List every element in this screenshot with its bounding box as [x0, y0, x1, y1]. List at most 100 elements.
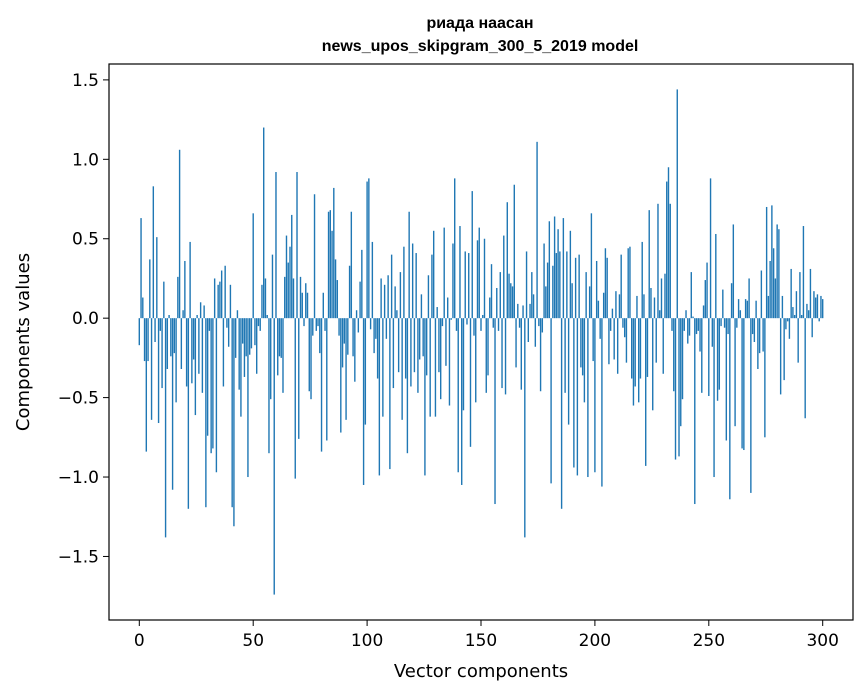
bar	[785, 318, 787, 330]
bar	[427, 275, 430, 319]
bar	[622, 318, 624, 328]
bar	[776, 224, 778, 319]
bar	[289, 246, 291, 319]
bar	[562, 218, 565, 319]
bar	[459, 226, 461, 319]
bar	[164, 318, 167, 538]
bar	[380, 278, 382, 319]
bar	[645, 318, 647, 466]
bar	[198, 318, 200, 374]
bar	[259, 318, 261, 331]
x-tick-label: 250	[693, 631, 725, 651]
bar	[518, 318, 521, 328]
bar	[206, 318, 209, 436]
bar	[471, 191, 473, 319]
bar	[224, 265, 226, 319]
bar	[264, 278, 267, 319]
bar	[496, 287, 498, 319]
bar	[546, 262, 549, 319]
bar	[454, 178, 456, 319]
bar	[666, 181, 668, 319]
bar	[822, 299, 824, 319]
bar	[331, 230, 333, 319]
bar	[452, 243, 454, 319]
bar	[727, 318, 729, 335]
bar	[322, 292, 324, 319]
bar	[501, 318, 503, 389]
bar	[704, 280, 706, 319]
bar	[818, 318, 820, 322]
x-tick-label: 200	[579, 631, 611, 651]
bar	[548, 221, 551, 319]
bar	[576, 318, 579, 476]
bar	[461, 318, 463, 485]
bar	[702, 305, 705, 319]
bar	[178, 149, 181, 319]
bar	[739, 310, 742, 319]
y-axis-label: Components values	[13, 253, 34, 431]
bar	[769, 260, 771, 319]
bar	[793, 314, 796, 319]
bar	[697, 318, 699, 331]
bar	[220, 270, 223, 319]
bar	[538, 318, 540, 327]
bar	[275, 172, 277, 319]
bar	[143, 318, 146, 362]
bar	[517, 303, 519, 319]
bar	[252, 213, 254, 319]
bar	[701, 318, 703, 393]
bar	[513, 184, 515, 319]
bar	[234, 318, 237, 358]
bar	[489, 297, 491, 319]
bar	[480, 318, 482, 331]
bar	[159, 318, 162, 331]
bar	[241, 318, 244, 344]
bar	[681, 318, 684, 400]
bar	[699, 318, 701, 352]
bar	[599, 318, 601, 339]
bar	[799, 272, 801, 319]
bar	[196, 314, 198, 319]
bar	[422, 318, 424, 357]
bar	[450, 318, 452, 320]
bar	[762, 318, 764, 352]
bar	[355, 310, 358, 319]
bar	[730, 283, 733, 319]
bar	[199, 302, 202, 319]
bar	[781, 295, 784, 319]
bar	[497, 318, 500, 331]
bar	[156, 237, 158, 319]
bar	[406, 318, 409, 454]
bar	[313, 194, 316, 319]
bar	[685, 310, 687, 319]
bar	[213, 278, 216, 319]
bar	[215, 318, 218, 473]
bar	[573, 318, 575, 468]
bar	[417, 318, 419, 393]
bar	[737, 299, 740, 319]
bar	[751, 318, 754, 335]
bar	[807, 310, 810, 319]
bar	[440, 318, 442, 400]
bar	[170, 318, 172, 357]
bar	[788, 318, 791, 339]
bar	[317, 318, 319, 327]
bar	[772, 248, 775, 319]
bar	[240, 318, 242, 417]
bar	[150, 318, 153, 420]
bar	[609, 318, 612, 331]
bar	[783, 318, 785, 381]
bar	[305, 283, 307, 319]
bar	[320, 318, 323, 452]
bar	[203, 305, 205, 319]
bar	[201, 318, 204, 393]
bar	[690, 272, 692, 319]
bar	[757, 318, 759, 369]
bar	[552, 265, 554, 319]
bar	[280, 318, 282, 358]
bar	[494, 318, 496, 505]
bar	[778, 229, 780, 319]
bar	[303, 318, 305, 327]
